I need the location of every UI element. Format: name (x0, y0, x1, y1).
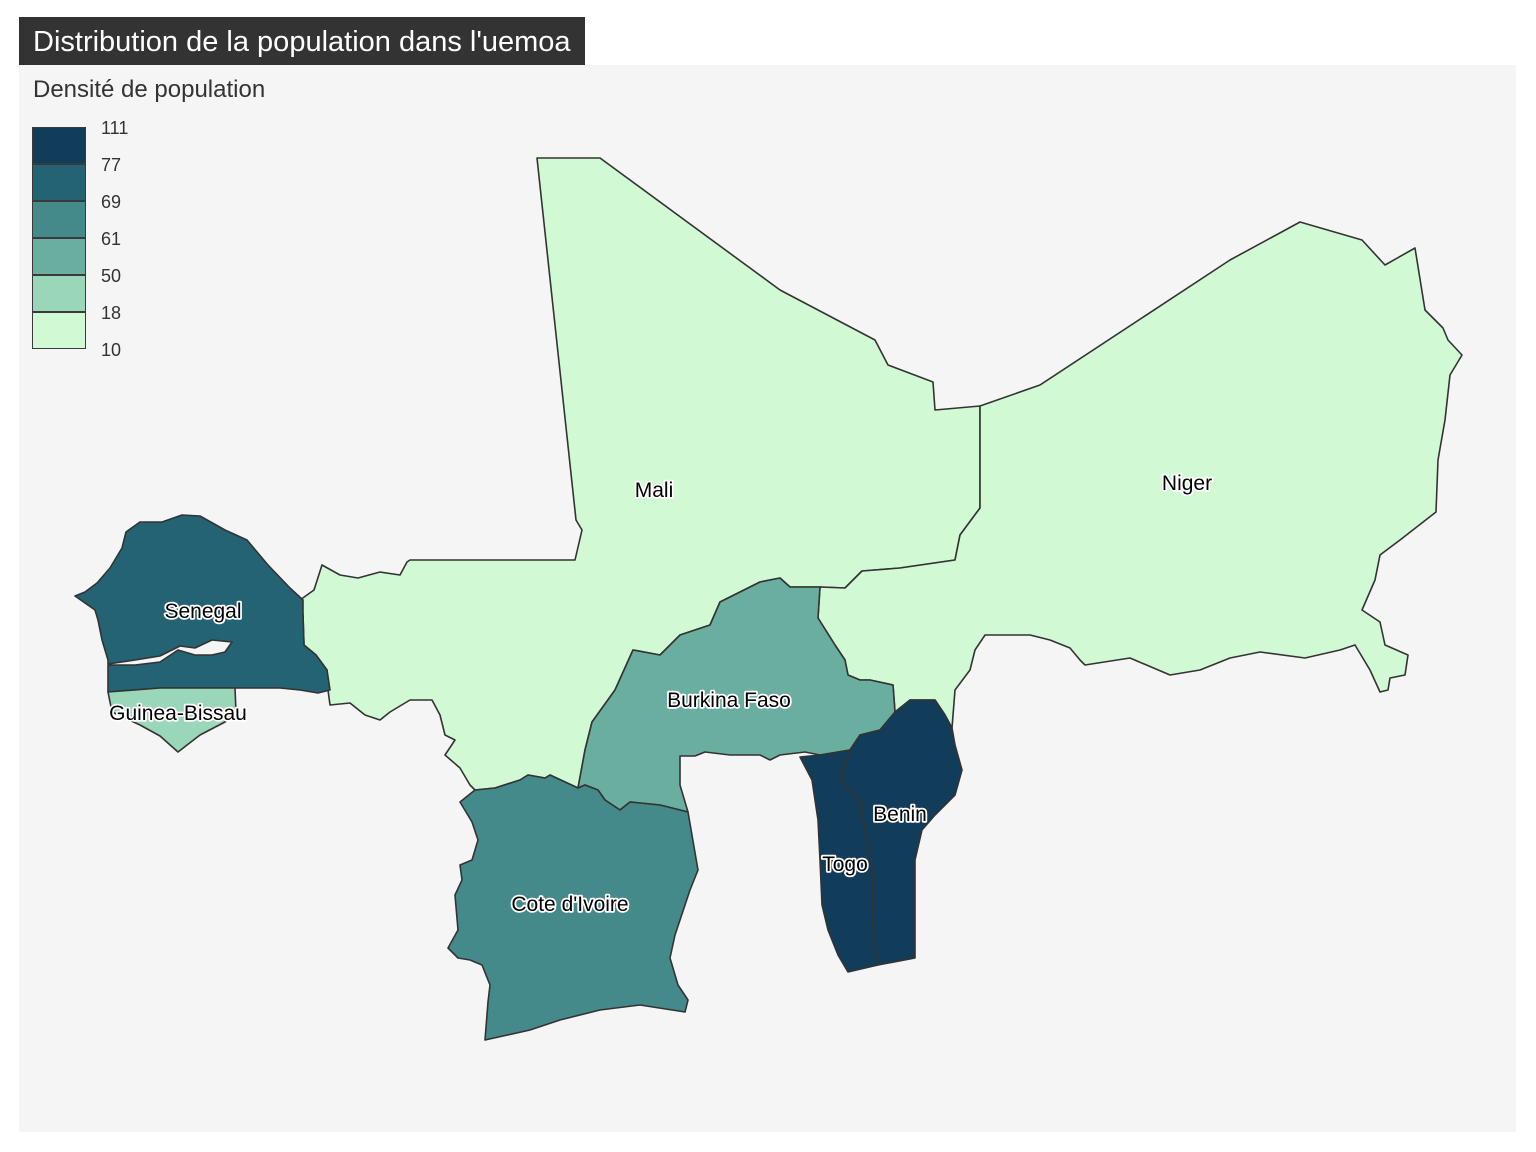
country-label: Cote d'Ivoire (511, 893, 628, 916)
legend-tick: 61 (101, 229, 122, 249)
country-label: Niger (1162, 472, 1212, 495)
legend-tick: 18 (101, 303, 122, 323)
country-guinea-bissau[interactable] (107, 687, 237, 753)
country-label: Benin (873, 803, 927, 826)
legend-swatch (32, 312, 86, 349)
legend-tick: 111 (101, 118, 129, 138)
legend-tick: 50 (101, 266, 122, 286)
legend-swatch (32, 238, 86, 275)
country-cote-divoire[interactable] (447, 774, 699, 1041)
country-senegal[interactable] (74, 514, 331, 694)
map-title: Distribution de la population dans l'uem… (19, 17, 585, 65)
legend-tick: 77 (101, 155, 122, 175)
legend-title: Densité de population (33, 76, 266, 103)
country-benin[interactable] (839, 699, 963, 966)
country-label: Guinea-Bissau (109, 702, 247, 725)
legend-swatch (32, 127, 86, 164)
legend-tick: 69 (101, 192, 122, 212)
country-label: Mali (635, 479, 674, 502)
legend-tick: 10 (101, 340, 122, 360)
country-label: Burkina Faso (667, 689, 791, 712)
legend-swatch (32, 164, 86, 201)
legend-swatch (32, 275, 86, 312)
country-label: Senegal (164, 600, 241, 623)
legend-swatch (32, 201, 86, 238)
country-label: Togo (822, 853, 868, 876)
legend: 111 77 69 61 50 18 10 (32, 118, 152, 367)
